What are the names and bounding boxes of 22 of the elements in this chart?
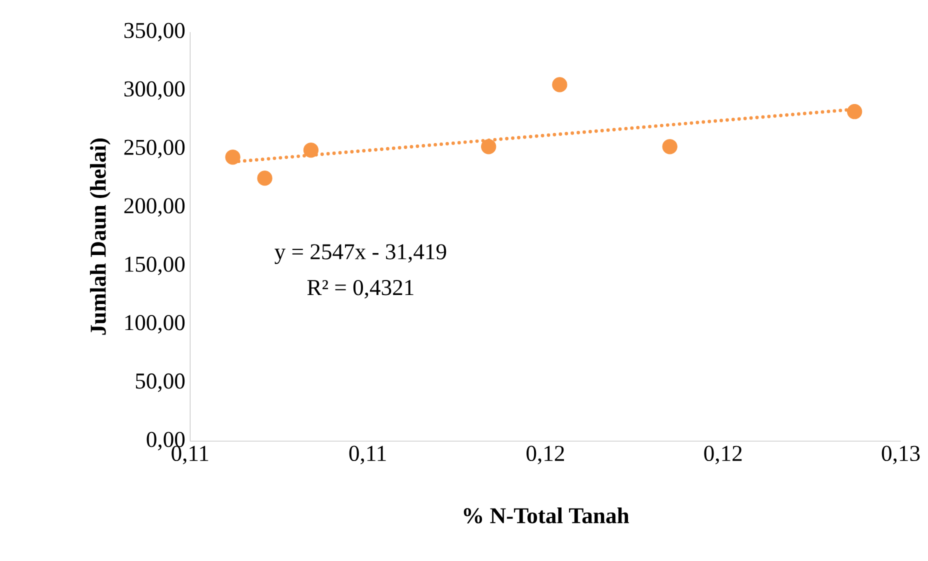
y-tick-label: 250,00 — [124, 140, 185, 158]
point — [481, 139, 496, 154]
y-tick-label: 200,00 — [124, 198, 185, 217]
x-tick-label: 0,12 — [704, 446, 742, 464]
point — [662, 139, 678, 154]
y-tick-label: 100,00 — [125, 315, 185, 334]
y-tick-label: 150,00 — [125, 256, 185, 276]
annotation: y = 2547x - 31,419 — [274, 244, 446, 264]
x-tick-label: 0,11 — [349, 446, 386, 464]
point — [303, 142, 319, 158]
annotation: R² = 0,4321 — [307, 280, 414, 298]
x-axis-title: % N-Total Tanah — [464, 507, 630, 524]
y-axis-title: Jumlah Daun (helai) — [90, 138, 110, 335]
x-tick-label: 0,12 — [526, 446, 564, 464]
y-tick-label: 50,00 — [136, 373, 185, 392]
y-tick-label: 300,00 — [124, 81, 185, 100]
point — [847, 104, 862, 120]
x-tick-label: 0,13 — [882, 446, 920, 464]
point — [552, 77, 568, 92]
point — [257, 170, 272, 186]
y-tick-label: 350,00 — [124, 22, 185, 42]
point — [225, 150, 240, 165]
